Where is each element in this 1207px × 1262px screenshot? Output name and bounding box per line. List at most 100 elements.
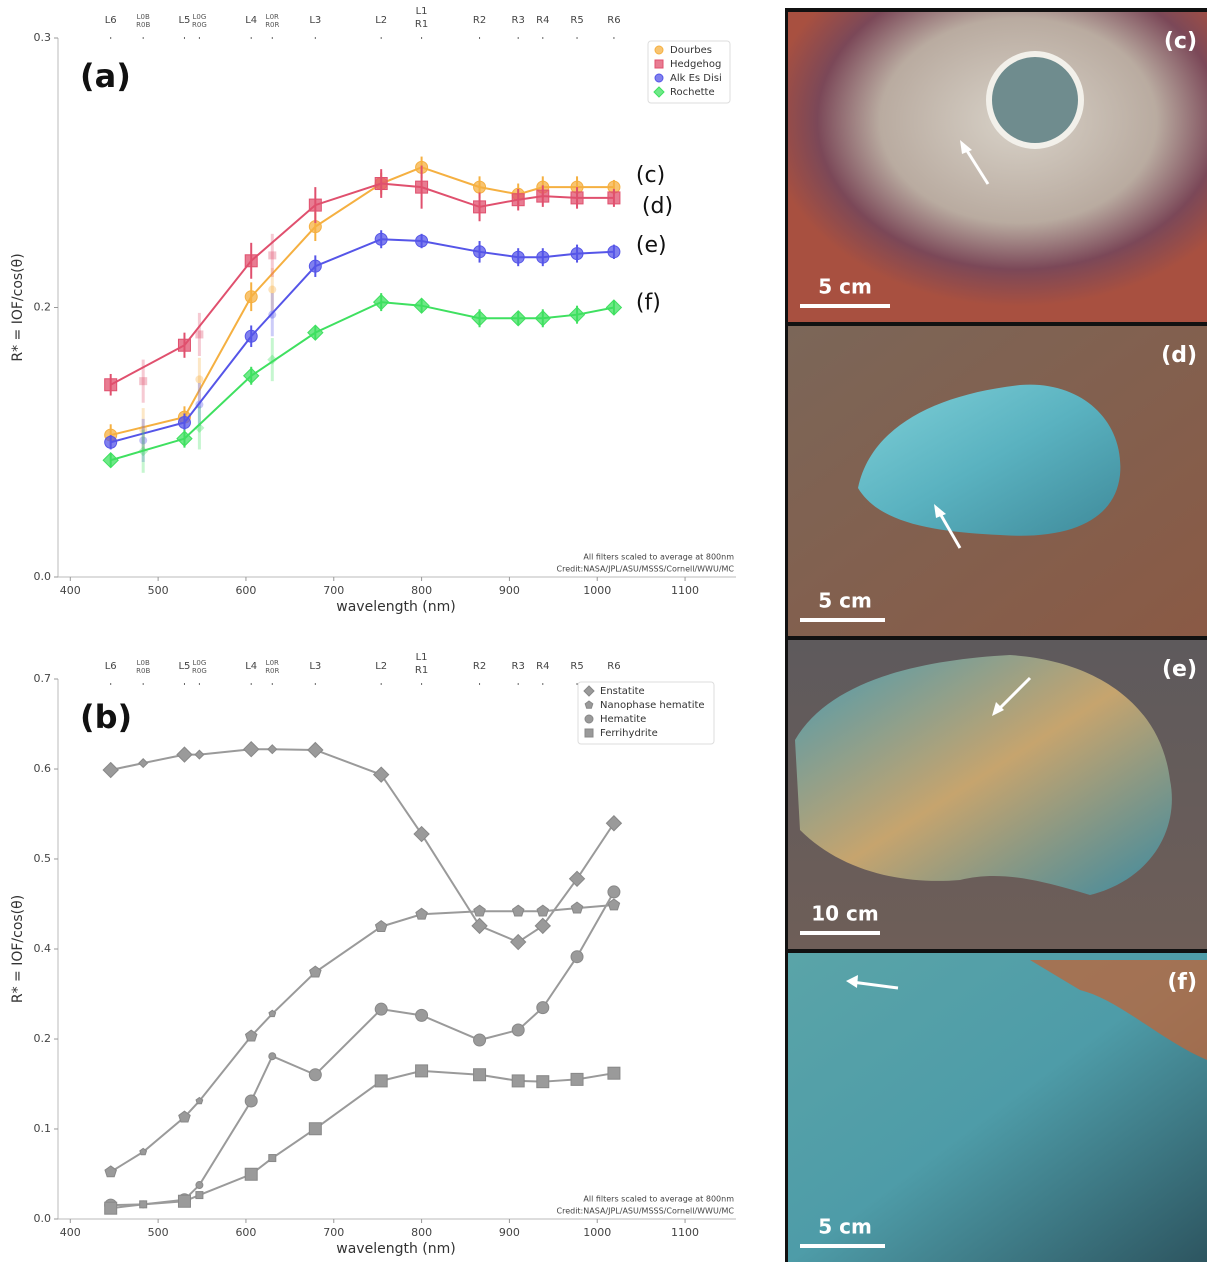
marker (606, 300, 621, 315)
series-label: (c) (636, 163, 665, 188)
marker (105, 436, 117, 448)
top-tick-label: L6 (105, 15, 117, 26)
marker (474, 1069, 486, 1081)
marker (608, 246, 620, 258)
marker (416, 181, 428, 193)
marker (268, 311, 276, 319)
legend-label: Enstatite (600, 686, 645, 697)
x-tick-label: 1100 (671, 584, 699, 597)
legend-label: Rochette (670, 87, 715, 98)
legend-label: Hedgehog (670, 59, 721, 70)
marker (103, 453, 118, 468)
top-tick-label: L4 (245, 15, 257, 26)
marker (474, 1034, 486, 1046)
marker (244, 742, 259, 757)
series-label: (f) (636, 291, 661, 316)
top-tick-label: R4 (536, 15, 549, 26)
x-axis-label: wavelength (nm) (336, 599, 455, 615)
x-tick-label: 600 (235, 1226, 256, 1239)
top-tick-label: L0G (193, 659, 207, 667)
photo-label: (c) (1164, 29, 1197, 54)
legend-label: Alk Es Disi (670, 73, 722, 84)
marker (537, 905, 548, 916)
top-tick-label: L0R (266, 659, 279, 667)
marker (105, 1202, 117, 1214)
marker (375, 178, 387, 190)
x-tick-label: 400 (60, 1226, 81, 1239)
y-tick-label: 0.3 (34, 31, 52, 44)
y-tick-label: 0.2 (34, 1032, 52, 1045)
top-tick-label: R0R (265, 21, 279, 29)
top-tick-label: L2 (375, 15, 387, 26)
top-tick-label: R6 (607, 661, 620, 672)
marker (139, 759, 148, 768)
top-tick-label: L6 (105, 661, 117, 672)
marker (416, 908, 427, 919)
y-axis-label: R* = IOF/cos(θ) (10, 895, 26, 1003)
marker (268, 286, 276, 294)
footnote: Credit:NASA/JPL/ASU/MSSS/Cornell/WWU/MC (557, 565, 735, 574)
marker (269, 1053, 276, 1060)
marker (416, 235, 428, 247)
x-tick-label: 900 (499, 584, 520, 597)
y-tick-label: 0.1 (34, 1122, 52, 1135)
top-tick-label: L5 (178, 661, 190, 672)
x-tick-label: 1000 (583, 1226, 611, 1239)
x-tick-label: 1000 (583, 584, 611, 597)
series-label: (e) (636, 233, 667, 258)
marker (416, 1009, 428, 1021)
series-line (111, 1071, 614, 1208)
marker (472, 311, 487, 326)
photo-label: (f) (1167, 970, 1197, 995)
marker (105, 1166, 116, 1177)
marker (268, 745, 277, 754)
marker (140, 1201, 147, 1208)
marker (308, 742, 323, 757)
marker (139, 377, 147, 385)
marker (474, 905, 485, 916)
marker (194, 423, 204, 433)
marker (472, 918, 487, 933)
scale-label: 5 cm (818, 589, 872, 613)
x-tick-label: 1100 (671, 1226, 699, 1239)
y-tick-label: 0.0 (34, 570, 52, 583)
top-tick-label: R0B (136, 21, 150, 29)
marker (537, 190, 549, 202)
marker (309, 1069, 321, 1081)
y-tick-label: 0.0 (34, 1212, 52, 1225)
legend-label: Hematite (600, 714, 646, 725)
photo-label: (d) (1161, 343, 1197, 368)
panel-label: (b) (80, 698, 132, 736)
marker (374, 295, 389, 310)
marker (310, 966, 321, 977)
marker (308, 325, 323, 340)
marker (512, 1075, 524, 1087)
marker (414, 827, 429, 842)
marker (512, 905, 523, 916)
scale-label: 5 cm (818, 1215, 872, 1239)
top-tick-label: L0B (137, 13, 150, 21)
scale-label: 5 cm (818, 275, 872, 299)
marker (571, 192, 583, 204)
marker (571, 902, 582, 913)
marker (245, 1095, 257, 1107)
marker (608, 1067, 620, 1079)
marker (375, 921, 386, 932)
marker (178, 339, 190, 351)
legend-marker (655, 74, 663, 82)
series-label: (d) (642, 194, 673, 219)
marker (571, 248, 583, 260)
top-tick-label: L3 (309, 661, 321, 672)
top-tick-label: R1 (415, 665, 428, 676)
marker (138, 446, 148, 456)
top-tick-label: R5 (570, 15, 583, 26)
footnote: Credit:NASA/JPL/ASU/MSSS/Cornell/WWU/MC (557, 1207, 735, 1216)
marker (474, 246, 486, 258)
x-tick-label: 600 (235, 584, 256, 597)
marker (512, 1024, 524, 1036)
marker (375, 1003, 387, 1015)
marker (309, 260, 321, 272)
top-tick-label: R0G (192, 667, 207, 675)
marker (105, 379, 117, 391)
y-tick-label: 0.7 (34, 672, 52, 685)
